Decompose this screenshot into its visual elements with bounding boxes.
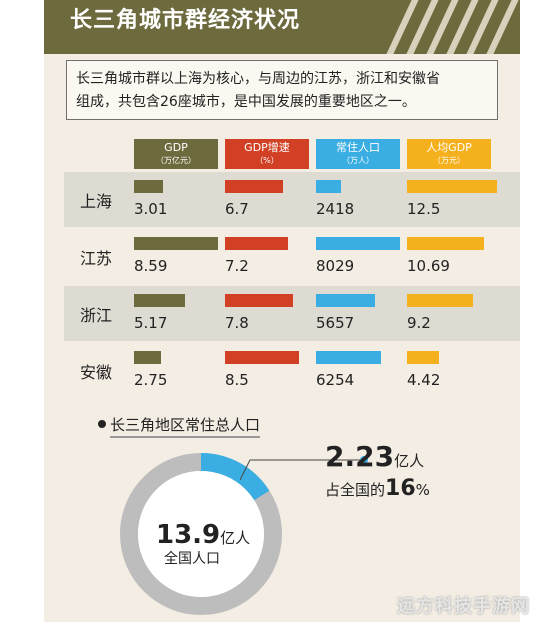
- bar-value-label: 5.17: [134, 314, 168, 332]
- donut-center-value: 13.9亿人: [156, 520, 250, 550]
- bar: [134, 237, 218, 250]
- highlight-unit: 亿人: [394, 452, 425, 470]
- column-header: 人均GDP （万元）: [407, 139, 491, 169]
- bar-value-label: 5657: [316, 314, 355, 332]
- donut-center: [138, 471, 264, 597]
- share-percent: 16: [385, 476, 416, 501]
- bar: [134, 294, 185, 307]
- column-header: GDP （万亿元）: [134, 139, 218, 169]
- bar-value-label: 6254: [316, 371, 355, 389]
- infographic-card: 长三角城市群经济状况 长三角城市群以上海为核心，与周边的江苏，浙江和安徽省 组成…: [44, 0, 520, 622]
- bar-value-label: 2418: [316, 200, 355, 218]
- column-header-label: 人均GDP: [426, 141, 472, 154]
- column-header-unit: （%）: [255, 156, 279, 165]
- callout-path: [240, 459, 360, 480]
- bar-value-label: 7.8: [225, 314, 249, 332]
- highlight-share: 占全国的16%: [325, 476, 430, 501]
- watermark-text: 远方科技手游网: [397, 596, 530, 617]
- bar-value-label: 8.5: [225, 371, 249, 389]
- row-label: 江苏: [80, 249, 113, 268]
- row-label: 浙江: [80, 306, 113, 325]
- row-label: 安徽: [80, 363, 113, 382]
- center-unit: 亿人: [220, 529, 251, 547]
- table-row: 安徽 2.75 8.5 6254 4.42: [64, 343, 520, 398]
- donut-highlight-segment: [200, 453, 270, 501]
- column-header-unit: （万元）: [433, 156, 465, 165]
- callout-dot: [360, 456, 368, 464]
- bar-value-label: 12.5: [407, 200, 441, 218]
- bar: [225, 351, 299, 364]
- title-banner: 长三角城市群经济状况: [44, 0, 520, 54]
- bar: [316, 294, 376, 307]
- table-row: 江苏 8.59 7.2 8029 10.69: [64, 229, 520, 284]
- bullet-icon: [98, 420, 106, 428]
- bar-value-label: 10.69: [407, 257, 450, 275]
- population-title-label: 长三角地区常住总人口: [110, 416, 261, 438]
- bar: [225, 294, 293, 307]
- share-text-pre: 占全国的: [325, 481, 386, 499]
- column-header-unit: （万亿元）: [156, 156, 196, 165]
- bar: [134, 351, 161, 364]
- table-row: 上海 3.01 6.7 2418 12.5: [64, 172, 520, 227]
- bar: [407, 237, 484, 250]
- highlight-value: 2.23亿人: [325, 440, 424, 473]
- donut-center-label: 全国人口: [164, 551, 220, 567]
- bar-value-label: 7.2: [225, 257, 249, 275]
- column-header: 常住人口 （万人）: [316, 139, 400, 169]
- intro-box: 长三角城市群以上海为核心，与周边的江苏，浙江和安徽省 组成，共包含26座城市，是…: [66, 60, 498, 120]
- center-number: 13.9: [156, 520, 221, 550]
- population-section-title: 长三角地区常住总人口: [98, 414, 261, 438]
- bar-value-label: 9.2: [407, 314, 431, 332]
- page-title: 长三角城市群经济状况: [70, 8, 301, 33]
- column-header-label: GDP增速: [244, 141, 290, 154]
- bar: [225, 237, 288, 250]
- share-text-post: %: [415, 481, 430, 499]
- column-header: GDP增速 （%）: [225, 139, 309, 169]
- bar: [225, 180, 284, 193]
- highlight-number: 2.23: [325, 440, 395, 473]
- bar-value-label: 6.7: [225, 200, 249, 218]
- bar: [407, 180, 497, 193]
- bar: [316, 237, 400, 250]
- bar-value-label: 3.01: [134, 200, 168, 218]
- population-donut: [120, 453, 282, 615]
- column-header-label: GDP: [164, 141, 188, 154]
- bar: [316, 351, 382, 364]
- row-label: 上海: [80, 192, 113, 211]
- intro-line-1: 长三角城市群以上海为核心，与周边的江苏，浙江和安徽省: [76, 71, 440, 87]
- column-header-unit: （万人）: [342, 156, 374, 165]
- table-row: 浙江 5.17 7.8 5657 9.2: [64, 286, 520, 341]
- bar-value-label: 4.42: [407, 371, 441, 389]
- bar-value-label: 2.75: [134, 371, 168, 389]
- intro-line-2: 组成，共包含26座城市，是中国发展的重要地区之一。: [76, 94, 416, 110]
- bar: [316, 180, 342, 193]
- callout-line: [240, 456, 368, 480]
- bar: [407, 294, 474, 307]
- bar: [134, 180, 164, 193]
- bar: [407, 351, 439, 364]
- bar-value-label: 8029: [316, 257, 355, 275]
- bar-value-label: 8.59: [134, 257, 168, 275]
- column-header-label: 常住人口: [336, 141, 380, 154]
